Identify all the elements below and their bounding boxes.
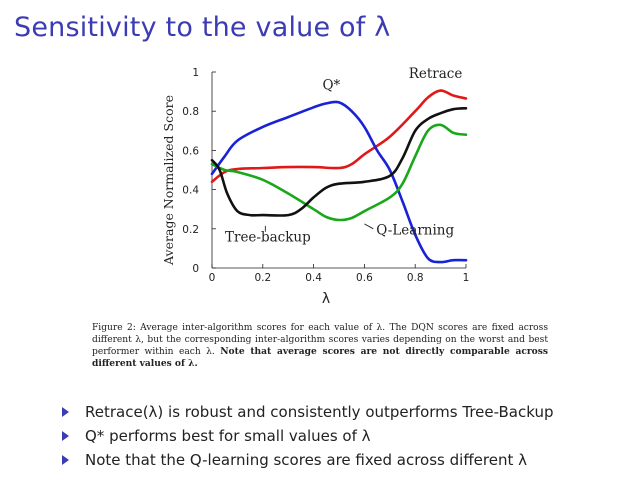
bullet-text: Note that the Q-learning scores are fixe… [85, 451, 527, 469]
x-axis-label: λ [322, 291, 330, 307]
axes: 0 0.2 0.4 0.6 0.8 1 0 0.2 0.4 0.6 0.8 1 [182, 67, 469, 284]
annotation-label: Q* [322, 78, 340, 94]
y-axis-label: Average Normalized Score [161, 95, 176, 266]
slide-title: Sensitivity to the value of λ [14, 12, 391, 43]
y-axis-label-group: Average Normalized Score [161, 95, 176, 266]
series-line-tree-backup [210, 107, 468, 217]
x-tick-label: 0.4 [305, 272, 322, 284]
series-line-q-learning [210, 123, 468, 222]
x-tick-label: 1 [463, 272, 470, 284]
bullet-triangle-icon [62, 407, 69, 417]
caption-note: Note that average scores are not directl… [92, 346, 548, 369]
annotation-label: Q-Learning [376, 223, 454, 239]
x-tick-label: 0.2 [254, 272, 271, 284]
y-tick-label: 0.8 [182, 106, 199, 118]
y-tick-label: 0 [192, 263, 199, 275]
bullet-triangle-icon [62, 431, 69, 441]
bullet-item: Q* performs best for small values of λ [62, 424, 553, 448]
x-tick-label: 0.6 [356, 272, 373, 284]
series-lines [210, 89, 468, 264]
series-line-q [210, 100, 468, 264]
bullet-text: Retrace(λ) is robust and consistently ou… [85, 403, 554, 421]
y-tick-label: 0.6 [182, 145, 199, 157]
x-tick-label: 0 [209, 272, 216, 284]
y-tick-label: 0.2 [182, 224, 199, 236]
annotation-label: Retrace [409, 66, 463, 82]
bullet-text: Q* performs best for small values of λ [85, 427, 371, 445]
bullet-item: Note that the Q-learning scores are fixe… [62, 448, 553, 472]
y-tick-label: 1 [192, 67, 199, 79]
bullet-list: Retrace(λ) is robust and consistently ou… [62, 400, 553, 472]
series-line-retrace [210, 89, 468, 184]
annotation-label: Tree-backup [225, 230, 311, 246]
bullet-triangle-icon [62, 455, 69, 465]
q-learning-pointer [364, 223, 374, 230]
annotations: Retrace Q* Q-Learning Tree-backup [225, 66, 462, 246]
y-tick-label: 0.4 [182, 185, 199, 197]
x-tick-label: 0.8 [407, 272, 424, 284]
caption-text: Figure 2: Average inter-algorithm scores… [92, 323, 548, 357]
figure-caption: Figure 2: Average inter-algorithm scores… [92, 322, 548, 370]
bullet-item: Retrace(λ) is robust and consistently ou… [62, 400, 553, 424]
